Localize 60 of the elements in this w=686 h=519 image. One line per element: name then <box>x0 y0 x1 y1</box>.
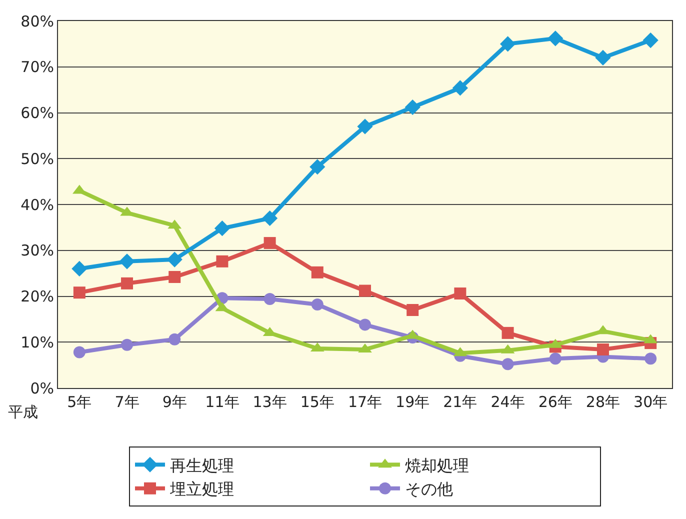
point <box>452 80 468 96</box>
x-tick-label: 19年 <box>396 393 430 411</box>
y-tick-label: 70% <box>20 58 54 76</box>
point <box>502 358 514 370</box>
x-tick-label: 15年 <box>300 393 334 411</box>
point <box>311 298 324 311</box>
point <box>262 210 278 226</box>
point <box>502 326 514 339</box>
point <box>216 255 228 268</box>
point <box>168 333 181 346</box>
point <box>166 252 182 268</box>
x-tick-label: 11年 <box>205 393 240 411</box>
point <box>121 338 134 351</box>
x-tick-label: 24年 <box>490 393 525 411</box>
y-tick-label: 10% <box>20 333 54 352</box>
point <box>73 346 86 358</box>
y-tick-label: 40% <box>20 196 54 214</box>
legend-label: 埋立処理 <box>169 480 234 499</box>
point <box>359 318 371 331</box>
y-tick-label: 0% <box>30 379 54 398</box>
y-tick-label: 60% <box>20 104 54 122</box>
point <box>310 159 326 175</box>
point <box>214 220 230 236</box>
point <box>168 270 181 283</box>
y-tick-label: 30% <box>20 242 54 260</box>
x-tick-label: 26年 <box>538 393 572 411</box>
x-tick-label: 7年 <box>114 393 140 411</box>
point <box>264 237 276 250</box>
y-tick-label: 80% <box>20 12 54 30</box>
point <box>119 254 135 270</box>
point <box>595 50 611 66</box>
point <box>548 30 564 46</box>
point <box>500 36 516 52</box>
point <box>73 286 86 299</box>
point <box>311 266 324 278</box>
x-axis-title: 平成 <box>8 403 38 421</box>
point <box>596 343 609 356</box>
x-tick-label: 9年 <box>162 393 187 411</box>
y-tick-label: 50% <box>20 150 54 168</box>
x-tick-label: 5年 <box>67 393 92 411</box>
x-tick-label: 28年 <box>586 393 620 411</box>
point <box>121 277 134 290</box>
point <box>644 352 657 365</box>
point <box>404 99 420 116</box>
point <box>642 32 658 48</box>
y-tick-label: 20% <box>20 288 54 306</box>
point <box>454 288 466 300</box>
x-tick-label: 17年 <box>348 393 382 411</box>
point <box>72 260 88 277</box>
point <box>357 118 373 134</box>
legend-label: 再生処理 <box>170 456 234 475</box>
point <box>359 284 371 297</box>
x-tick-label: 30年 <box>634 393 668 411</box>
legend-label: その他 <box>405 480 453 499</box>
legend-label: 焼却処理 <box>405 456 469 475</box>
x-tick-label: 13年 <box>252 393 287 411</box>
x-tick-label: 21年 <box>443 393 478 411</box>
point <box>264 293 276 305</box>
point <box>406 304 419 316</box>
point <box>549 352 562 365</box>
